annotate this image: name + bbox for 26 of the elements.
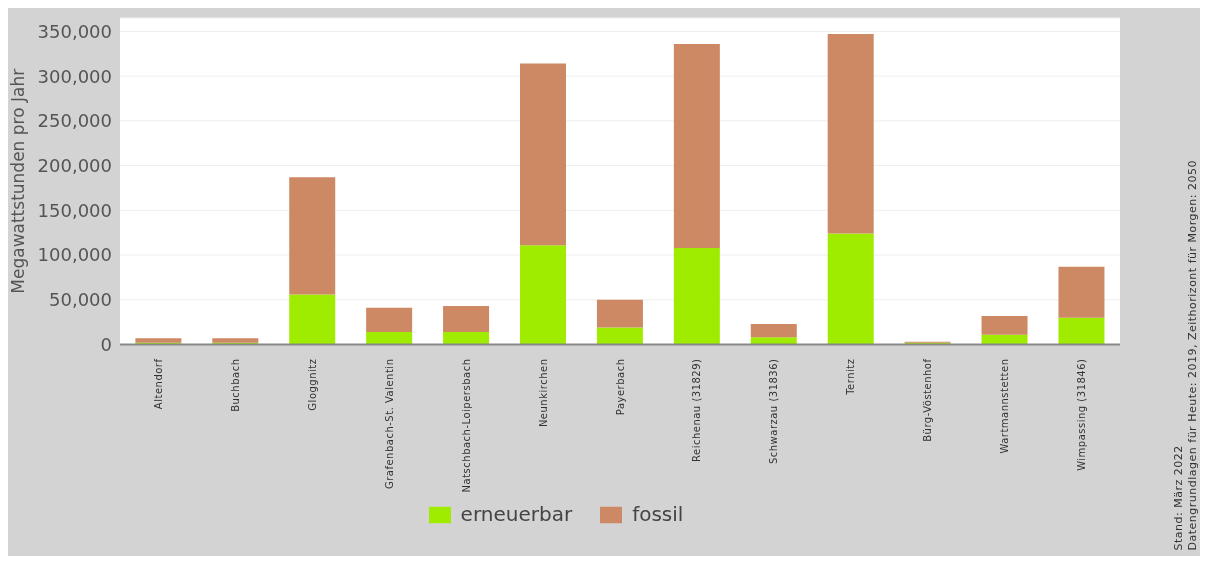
- x-tick-label: Bürg-Vöstenhof: [922, 358, 934, 442]
- x-tick-label: Ternitz: [845, 358, 857, 396]
- x-tick-label: Altendorf: [152, 358, 164, 410]
- x-tick-label: Wartmannstetten: [999, 358, 1011, 454]
- legend-label: erneuerbar: [460, 501, 573, 526]
- text: Stand: März 2022: [1172, 443, 1186, 550]
- y-axis-title: Megawattstunden pro Jahr: [8, 68, 29, 294]
- y-tick-label: 300,000: [37, 65, 112, 87]
- y-tick-label: 200,000: [37, 154, 112, 176]
- legend-label: fossil: [632, 501, 684, 526]
- y-tick-label: 350,000: [37, 20, 112, 42]
- y-tick-label: 250,000: [37, 110, 112, 132]
- x-tick-label: Natschbach-Loipersbach: [460, 358, 472, 493]
- x-tick-label: Reichenau (31829): [691, 358, 703, 463]
- x-tick-label: Neunkirchen: [537, 358, 549, 428]
- y-tick-label: 100,000: [37, 244, 112, 266]
- y-tick-label: 50,000: [49, 289, 112, 311]
- x-tick-label: Gloggnitz: [306, 358, 318, 411]
- x-tick-label: Schwarzau (31836): [768, 358, 780, 465]
- y-tick-label: 0: [100, 333, 112, 355]
- text: Datengrundlagen für Heute: 2019, Zeithorizont für Morgen: 2050: [1186, 159, 1200, 550]
- x-tick-label: Grafenbach-St. Valentin: [383, 358, 395, 490]
- x-tick-label: Buchbach: [229, 358, 241, 412]
- x-tick-label: Payerbach: [614, 358, 626, 416]
- y-tick-label: 150,000: [37, 199, 112, 221]
- x-tick-label: Wimpassing (31846): [1076, 358, 1088, 471]
